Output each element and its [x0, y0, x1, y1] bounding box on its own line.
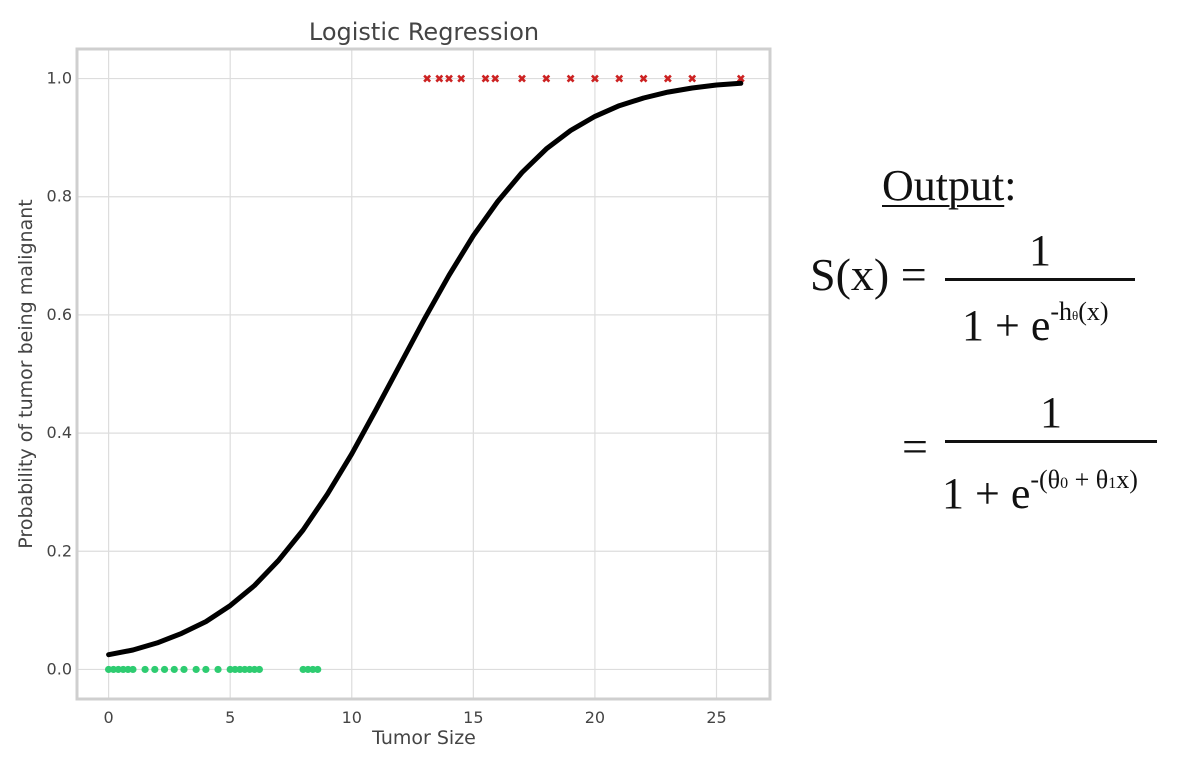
benign-point — [192, 665, 200, 674]
malignant-point — [481, 74, 490, 83]
malignant-point-stroke — [423, 74, 432, 83]
malignant-point — [491, 74, 500, 83]
x-tick-label: 5 — [225, 708, 235, 727]
y-tick-label: 0.6 — [47, 305, 72, 324]
fraction1-bar — [945, 278, 1135, 281]
x-tick-label: 20 — [585, 708, 605, 727]
y-tick-label: 0.4 — [47, 423, 72, 442]
fraction1-exponent-h: -h — [1050, 297, 1073, 327]
benign-point — [129, 665, 137, 674]
x-axis-label: Tumor Size — [371, 727, 476, 749]
benign-point — [180, 665, 188, 674]
fraction2-bar — [945, 440, 1157, 443]
benign-point — [170, 665, 178, 674]
malignant-point — [435, 74, 444, 83]
malignant-point — [663, 74, 672, 83]
benign-point — [160, 665, 169, 674]
formula-lhs: S(x) = — [810, 249, 927, 300]
fraction2-denominator-base: 1 + e — [942, 469, 1031, 518]
malignant-point-stroke — [566, 74, 575, 83]
fraction2-exponent-a: -(θ — [1030, 465, 1061, 495]
fraction2-exponent-c: x) — [1116, 465, 1138, 495]
y-tick-label: 0.0 — [47, 659, 72, 678]
grid — [77, 49, 770, 699]
malignant-point-stroke — [736, 74, 745, 83]
malignant-point — [542, 74, 551, 83]
x-tick-label: 25 — [706, 708, 726, 727]
ticks: 0 5 10 15 20 25 0.0 0.2 0.4 0.6 0.8 1.0 — [47, 69, 727, 727]
malignant-point-stroke — [615, 74, 624, 83]
y-tick-label: 0.8 — [47, 187, 72, 206]
fraction1-numerator: 1 — [1029, 226, 1051, 275]
x-tick-label: 10 — [342, 708, 362, 727]
malignant-point — [688, 74, 697, 83]
y-tick-label: 1.0 — [47, 69, 72, 88]
y-tick-label: 0.2 — [47, 541, 72, 560]
data-marks — [105, 74, 745, 674]
fraction2-exponent-sub0: 0 — [1060, 475, 1069, 493]
malignant-point — [457, 74, 466, 83]
logistic-regression-chart: 0 5 10 15 20 25 0.0 0.2 0.4 0.6 0.8 1.0 Logistic Re… — [15, 18, 772, 749]
malignant-point-stroke — [457, 74, 466, 83]
malignant-point — [566, 74, 575, 83]
y-axis-label: Probability of tumor being malignant — [15, 199, 37, 548]
malignant-point — [423, 74, 432, 83]
x-tick-label: 15 — [463, 708, 483, 727]
fraction1-exponent: -hθ(x) — [1050, 297, 1108, 326]
chart-title: Logistic Regression — [309, 18, 539, 46]
malignant-point — [445, 74, 453, 83]
fraction1-denominator-base: 1 + e — [962, 301, 1051, 350]
malignant-point — [615, 74, 624, 83]
malignant-point-stroke — [639, 74, 648, 83]
sigmoid-curve — [106, 80, 744, 658]
fraction1-exponent-x: (x) — [1078, 297, 1109, 327]
benign-point — [141, 665, 149, 674]
benign-point — [202, 665, 210, 674]
malignant-point-stroke — [688, 74, 697, 83]
benign-point — [151, 665, 159, 674]
malignant-point-stroke — [491, 74, 500, 83]
benign-point — [214, 665, 222, 674]
malignant-point-stroke — [663, 74, 672, 83]
malignant-point-stroke — [542, 74, 551, 83]
malignant-point-stroke — [591, 74, 599, 83]
plot-frame — [75, 47, 772, 701]
sigmoid-formula: Output: S(x) = 1 1 + e-hθ(x) = 1 1 + e-(… — [790, 150, 1190, 550]
malignant-point-stroke — [481, 74, 490, 83]
malignant-point — [639, 74, 648, 83]
output-heading-text: Output — [882, 161, 1005, 210]
malignant-point-stroke — [435, 74, 444, 83]
fraction2-exponent-sub1: 1 — [1108, 475, 1117, 493]
fraction2-denominator: 1 + e-(θ0 + θ1x) — [942, 465, 1138, 519]
fraction1-denominator: 1 + e-hθ(x) — [962, 297, 1109, 351]
benign-point — [314, 665, 322, 674]
malignant-point-stroke — [518, 74, 526, 83]
malignant-point — [591, 74, 599, 83]
formula-equals-2: = — [902, 421, 928, 472]
output-heading: Output: — [882, 160, 1016, 211]
malignant-point — [518, 74, 526, 83]
x-tick-label: 0 — [104, 708, 114, 727]
malignant-point — [736, 74, 745, 83]
benign-point — [255, 665, 263, 674]
fraction1-exponent-theta: θ — [1072, 308, 1079, 324]
fraction2-numerator: 1 — [1040, 388, 1062, 437]
malignant-point-stroke — [445, 74, 453, 83]
fraction2-exponent: -(θ0 + θ1x) — [1030, 465, 1138, 494]
fraction2-exponent-b: + θ — [1068, 465, 1109, 495]
output-heading-colon: : — [1004, 161, 1017, 210]
